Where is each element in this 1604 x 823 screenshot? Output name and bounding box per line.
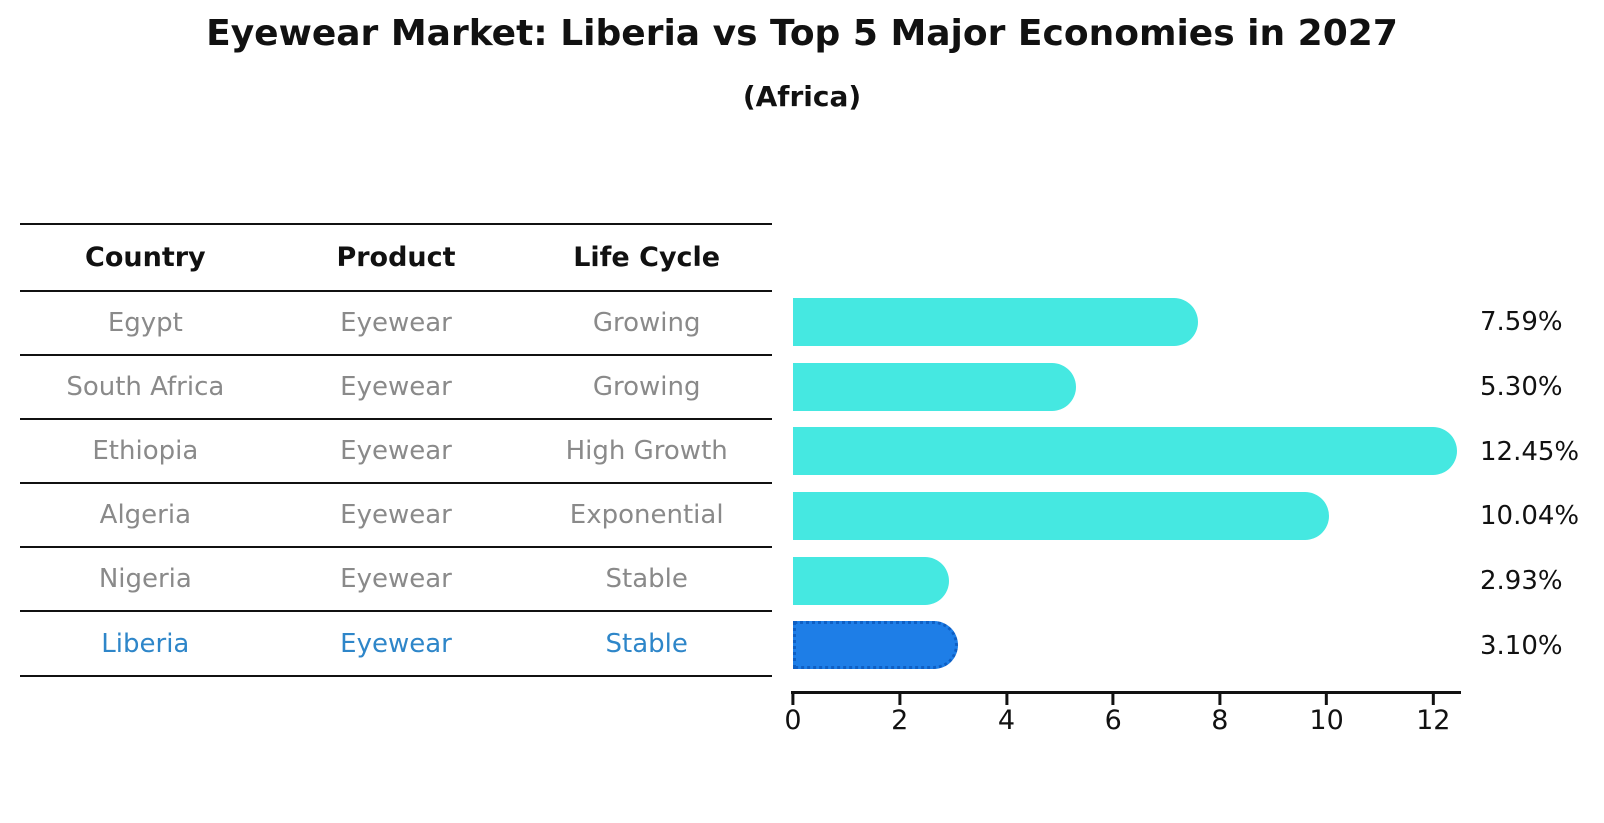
tick-label: 0 [784, 705, 802, 736]
chart-title: Eyewear Market: Liberia vs Top 5 Major E… [206, 13, 1398, 54]
table-cell-country: South Africa [66, 371, 225, 402]
table-header-product: Product [336, 241, 456, 273]
tick-label: 8 [1211, 705, 1229, 736]
x-axis-tick: 4 [998, 694, 1015, 736]
value-label-ethiopia: 12.45% [1480, 436, 1580, 467]
table-row: Nigeria Eyewear Stable [20, 548, 772, 613]
table-cell-life-cycle: Exponential [569, 500, 724, 531]
table-row: Algeria Eyewear Exponential [20, 484, 772, 549]
value-label-liberia: 3.10% [1480, 630, 1563, 661]
table-header-country: Country [85, 241, 206, 273]
table-cell-country: Liberia [101, 628, 190, 659]
tick-mark [1004, 694, 1008, 705]
bar-row [793, 355, 1460, 420]
table-row: Liberia Eyewear Stable [20, 612, 772, 677]
tick-label: 2 [891, 705, 909, 736]
x-axis-tick: 10 [1309, 694, 1344, 736]
tick-mark [1325, 694, 1329, 705]
tick-label: 4 [997, 705, 1016, 736]
table-cell-life-cycle: Stable [605, 628, 688, 659]
x-axis-tick: 2 [891, 694, 908, 736]
x-axis-tick: 6 [1105, 694, 1122, 736]
value-label-egypt: 7.59% [1480, 307, 1563, 338]
value-label-algeria: 10.04% [1480, 501, 1580, 532]
bar-nigeria [793, 556, 950, 605]
tick-label: 6 [1104, 705, 1122, 736]
table-cell-product: Eyewear [340, 628, 452, 659]
x-axis-tick: 0 [784, 694, 802, 736]
x-axis-spine [791, 691, 1461, 694]
table-cell-country: Egypt [107, 307, 183, 338]
table-cell-product: Eyewear [340, 500, 452, 531]
table-cell-product: Eyewear [340, 435, 452, 466]
table-row: Ethiopia Eyewear High Growth [20, 420, 772, 485]
table-cell-life-cycle: Growing [592, 371, 701, 402]
table-cell-product: Eyewear [340, 307, 452, 338]
bar-ethiopia [793, 427, 1458, 476]
table-cell-country: Ethiopia [92, 435, 199, 466]
x-axis-ticks: 0 2 4 6 8 10 12 [784, 694, 1460, 742]
tick-mark [1431, 694, 1435, 705]
table-cell-life-cycle: Stable [605, 564, 688, 595]
bar-row [793, 484, 1460, 549]
bar-row [793, 549, 1460, 614]
table-header-life-cycle: Life Cycle [573, 241, 721, 273]
bar-algeria [793, 491, 1329, 540]
table-row: South Africa Eyewear Growing [20, 356, 772, 420]
tick-mark [791, 694, 795, 705]
table-row: Egypt Eyewear Growing [20, 292, 772, 356]
table-cell-product: Eyewear [340, 371, 452, 402]
bar-value-labels: 7.59% 5.30% 12.45% 10.04% 2.93% 3.10% [1480, 290, 1600, 678]
country-table: Country Product Life Cycle Egypt Eyewear… [20, 223, 772, 677]
x-axis-tick: 8 [1211, 694, 1228, 736]
bar-liberia [793, 621, 959, 670]
value-label-nigeria: 2.93% [1480, 565, 1563, 596]
bar-row [793, 419, 1460, 484]
bar-chart-plot-area [793, 290, 1460, 678]
table-cell-product: Eyewear [340, 564, 452, 595]
table-header-row: Country Product Life Cycle [20, 223, 772, 292]
table-cell-life-cycle: High Growth [565, 435, 728, 466]
tick-mark [1218, 694, 1222, 705]
bar-row [793, 613, 1460, 678]
bar-egypt [793, 298, 1198, 346]
value-label-south-africa: 5.30% [1480, 371, 1563, 402]
table-cell-country: Algeria [99, 500, 192, 531]
tick-mark [1111, 694, 1115, 705]
table-cell-country: Nigeria [98, 564, 192, 595]
bar-south-africa [793, 362, 1076, 411]
bar-row [793, 290, 1460, 355]
chart-subtitle: (Africa) [742, 80, 862, 113]
x-axis-tick: 12 [1416, 694, 1450, 736]
tick-mark [898, 694, 902, 705]
tick-label: 12 [1416, 705, 1451, 736]
tick-label: 10 [1309, 705, 1344, 736]
table-cell-life-cycle: Growing [592, 307, 701, 338]
